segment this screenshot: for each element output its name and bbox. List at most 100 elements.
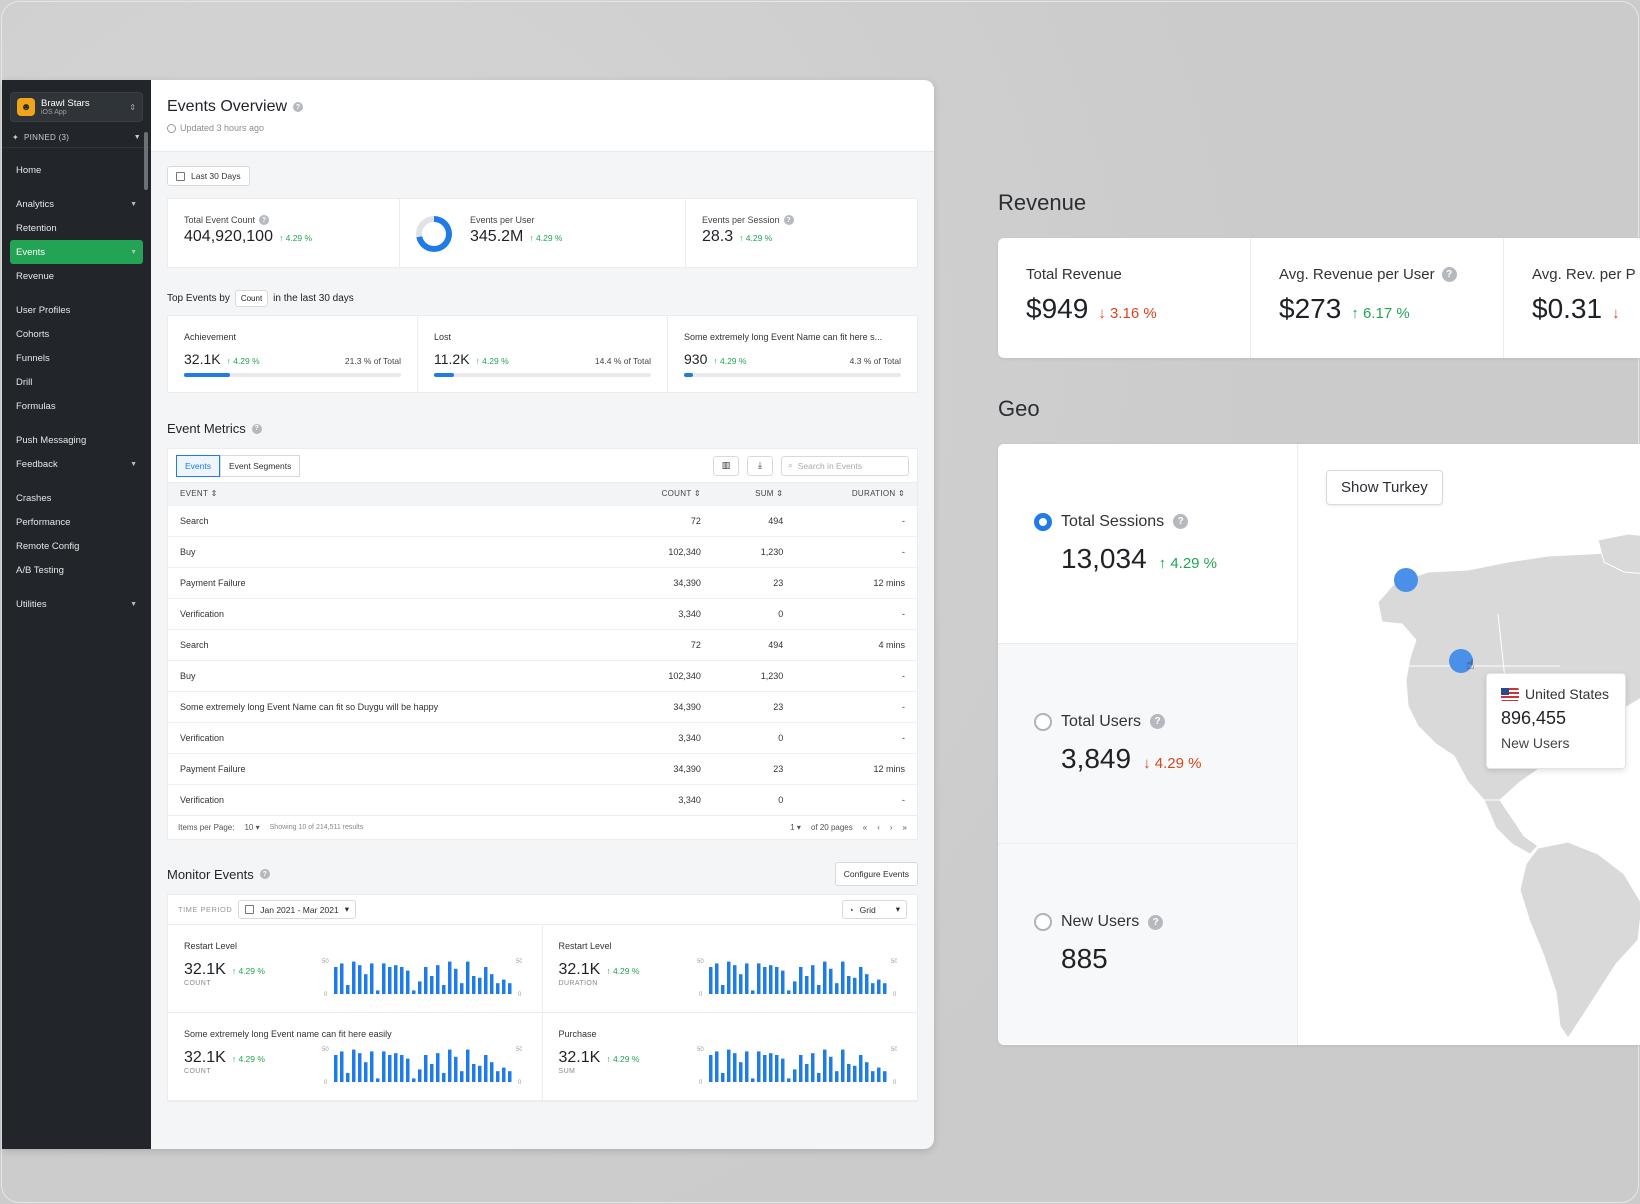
table-cell: Verification bbox=[168, 721, 614, 753]
items-per-page-value: 10 bbox=[244, 823, 254, 832]
sidebar-scrollbar[interactable] bbox=[144, 132, 148, 190]
sidebar-item-revenue[interactable]: Revenue bbox=[2, 264, 151, 288]
top-events-metric-select[interactable]: Count bbox=[234, 290, 269, 307]
table-row[interactable]: Verification 3,340 0- bbox=[168, 783, 917, 815]
sidebar-item-user-profiles[interactable]: User Profiles bbox=[2, 298, 151, 322]
sidebar-item-analytics[interactable]: Analytics ▼ bbox=[2, 192, 151, 216]
column-header-duration[interactable]: DURATION ⇕ bbox=[795, 483, 917, 505]
help-icon[interactable]: ? bbox=[783, 215, 794, 225]
arrow-up-icon: ↑ bbox=[231, 1054, 237, 1064]
table-row[interactable]: Payment Failure 34,390 23 12 mins bbox=[168, 752, 917, 784]
help-icon[interactable]: ? bbox=[1173, 514, 1189, 529]
top-event-card[interactable]: Achievement 32.1K ↑ 4.29 % 21.3 % of Tot… bbox=[168, 316, 418, 392]
change-up: ↑ 4.29 % bbox=[278, 233, 313, 243]
table-row[interactable]: Verification 3,340 0- bbox=[168, 721, 917, 753]
table-row[interactable]: Payment Failure 34,390 23 12 mins bbox=[168, 566, 917, 598]
download-icon[interactable]: ⤓ bbox=[747, 455, 773, 476]
help-icon[interactable]: ? bbox=[293, 102, 304, 112]
help-icon[interactable]: ? bbox=[1441, 267, 1457, 282]
geo-option-total-sessions[interactable]: Total Sessions? 13,034 ↑ 4.29 % bbox=[998, 444, 1297, 644]
prev-page-icon[interactable]: ‹ bbox=[877, 823, 880, 832]
columns-icon[interactable]: ▥ bbox=[713, 455, 739, 476]
sidebar-item-events[interactable]: Events ▼ bbox=[10, 240, 143, 264]
sidebar-item-a-b-testing[interactable]: A/B Testing bbox=[2, 558, 151, 582]
search-input[interactable]: ⌕ Search in Events bbox=[781, 455, 909, 476]
items-per-page-select[interactable]: 10 ▾ bbox=[244, 823, 260, 832]
tab-events[interactable]: Events bbox=[176, 454, 220, 477]
page-select[interactable]: 1 ▾ bbox=[790, 823, 801, 832]
date-range-button[interactable]: Last 30 Days bbox=[167, 166, 250, 186]
sidebar-item-drill[interactable]: Drill bbox=[2, 370, 151, 394]
sidebar-item-performance[interactable]: Performance bbox=[2, 510, 151, 534]
table-row[interactable]: Search 72 494- bbox=[168, 504, 917, 536]
sort-icon: ⇕ bbox=[897, 489, 905, 499]
sidebar-item-label: Formulas bbox=[16, 400, 56, 412]
sidebar-item-retention[interactable]: Retention bbox=[2, 216, 151, 240]
top-event-card[interactable]: Lost 11.2K ↑ 4.29 % 14.4 % of Total bbox=[418, 316, 668, 392]
app-switcher[interactable]: ☻ Brawl Stars iOS App ⇕ bbox=[10, 92, 143, 122]
world-map[interactable]: ☝ Show Turkey United States 896,455 New … bbox=[1298, 444, 1640, 1045]
pinned-toggle[interactable]: ✦ PINNED (3) ▼ bbox=[2, 128, 151, 148]
help-icon[interactable]: ? bbox=[251, 423, 262, 434]
alaska-marker[interactable] bbox=[1394, 568, 1418, 592]
top-event-card[interactable]: Some extremely long Event Name can fit h… bbox=[668, 316, 917, 392]
radio-button[interactable] bbox=[1034, 512, 1052, 531]
table-row[interactable]: Buy 102,340 1,230- bbox=[168, 659, 917, 691]
table-cell: 3,340 bbox=[613, 783, 713, 815]
first-page-icon[interactable]: « bbox=[862, 823, 868, 832]
sidebar-item-cohorts[interactable]: Cohorts bbox=[2, 322, 151, 346]
sidebar-item-label: A/B Testing bbox=[16, 564, 64, 576]
top-event-name: Lost bbox=[434, 332, 452, 342]
spark-bar bbox=[424, 967, 428, 994]
sidebar-item-formulas[interactable]: Formulas bbox=[2, 394, 151, 418]
column-header-sum[interactable]: SUM ⇕ bbox=[712, 483, 796, 505]
column-header-event[interactable]: EVENT ⇕ bbox=[168, 483, 614, 505]
monitor-event-card[interactable]: Restart Level 32.1K ↑ 4.29 % DURATION 50 0 5… bbox=[542, 925, 917, 1013]
time-period-select[interactable]: Jan 2021 - Mar 2021 ▾ bbox=[238, 900, 356, 919]
monitor-grid: Restart Level 32.1K ↑ 4.29 % COUNT 50 0 50 0 … bbox=[168, 925, 917, 1101]
show-turkey-button[interactable]: Show Turkey bbox=[1326, 470, 1443, 505]
monitor-event-card[interactable]: Purchase 32.1K ↑ 4.29 % SUM 50 0 50 0 bbox=[542, 1013, 917, 1101]
configure-events-button[interactable]: Configure Events bbox=[834, 862, 918, 886]
sidebar-item-home[interactable]: Home bbox=[2, 158, 151, 182]
sidebar-item-feedback[interactable]: Feedback ▼ bbox=[2, 452, 151, 476]
geo-option-new-users[interactable]: New Users? 885 bbox=[998, 844, 1297, 1044]
table-cell: 3,340 bbox=[613, 597, 713, 629]
spark-bar bbox=[472, 976, 476, 994]
sidebar-item-push-messaging[interactable]: Push Messaging bbox=[2, 428, 151, 452]
change-up: ↑ 4.29 % bbox=[529, 233, 563, 243]
spark-bar bbox=[744, 963, 748, 994]
us-marker[interactable] bbox=[1449, 649, 1473, 673]
geo-option-total-users[interactable]: Total Users? 3,849 ↓ 4.29 % bbox=[998, 644, 1297, 844]
help-icon[interactable]: ? bbox=[259, 215, 270, 225]
table-row[interactable]: Buy 102,340 1,230- bbox=[168, 535, 917, 567]
top-events-heading: Top Events by Count in the last 30 days bbox=[167, 290, 918, 307]
tab-event-segments[interactable]: Event Segments bbox=[220, 454, 301, 477]
column-header-count[interactable]: COUNT ⇕ bbox=[613, 483, 713, 505]
help-icon[interactable]: ? bbox=[1150, 714, 1166, 729]
last-page-icon[interactable]: » bbox=[902, 823, 907, 832]
monitor-event-card[interactable]: Some extremely long Event name can fit h… bbox=[168, 1013, 543, 1101]
nav-group: Utilities ▼ bbox=[2, 592, 151, 616]
sidebar-item-label: Feedback bbox=[16, 458, 58, 470]
sidebar-item-crashes[interactable]: Crashes bbox=[2, 486, 151, 510]
spark-bar bbox=[358, 1053, 362, 1082]
top-events-suffix: in the last 30 days bbox=[273, 293, 354, 304]
monitor-event-card[interactable]: Restart Level 32.1K ↑ 4.29 % COUNT 50 0 50 0 bbox=[168, 925, 543, 1013]
sidebar-item-funnels[interactable]: Funnels bbox=[2, 346, 151, 370]
radio-button[interactable] bbox=[1034, 913, 1052, 931]
sidebar-item-utilities[interactable]: Utilities ▼ bbox=[2, 592, 151, 616]
nav-group: Home bbox=[2, 158, 151, 182]
help-icon[interactable]: ? bbox=[259, 869, 270, 879]
sidebar-item-remote-config[interactable]: Remote Config bbox=[2, 534, 151, 558]
radio-button[interactable] bbox=[1034, 712, 1052, 731]
axis-max-label: 50 bbox=[697, 959, 704, 965]
help-icon[interactable]: ? bbox=[1148, 914, 1164, 930]
table-cell: 3,340 bbox=[613, 721, 713, 753]
table-row[interactable]: Search 72 494 4 mins bbox=[168, 628, 917, 660]
spark-bar bbox=[454, 968, 458, 994]
table-row[interactable]: Some extremely long Event Name can fit s… bbox=[168, 690, 917, 722]
view-select[interactable]: ◔ Grid ▾ bbox=[841, 900, 907, 919]
table-row[interactable]: Verification 3,340 0- bbox=[168, 597, 917, 629]
next-page-icon[interactable]: › bbox=[889, 823, 893, 832]
